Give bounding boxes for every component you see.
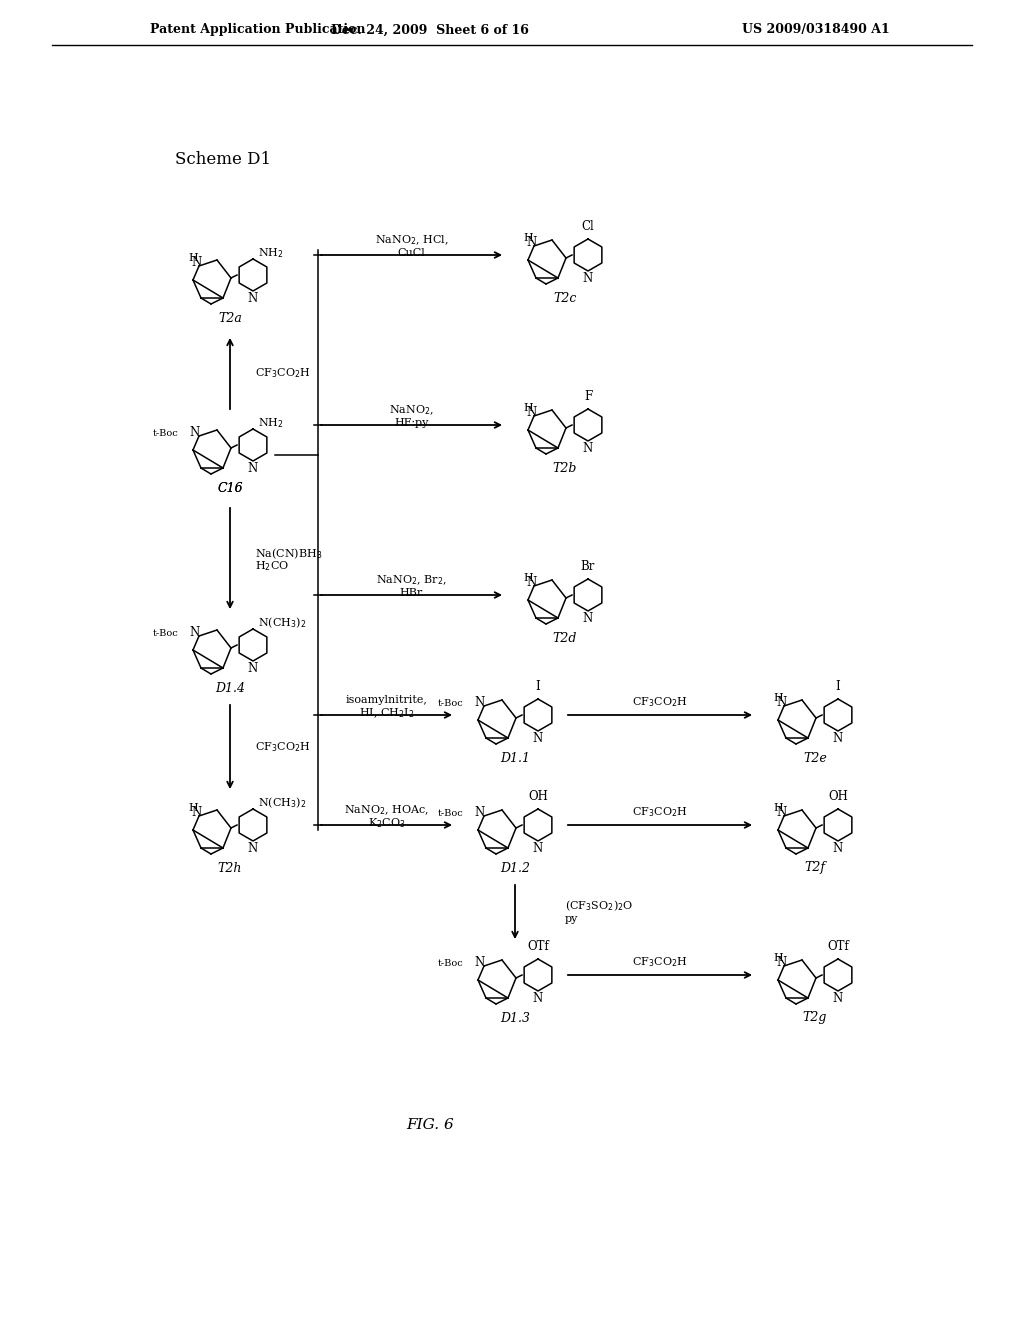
Text: T2f: T2f [805,862,825,874]
Text: N: N [191,805,202,818]
Text: T2h: T2h [218,862,243,874]
Text: CF$_3$CO$_2$H: CF$_3$CO$_2$H [632,956,688,969]
Text: t-Boc: t-Boc [154,429,179,438]
Text: US 2009/0318490 A1: US 2009/0318490 A1 [742,24,890,37]
Text: N: N [833,991,843,1005]
Text: N: N [532,991,543,1005]
Text: py: py [565,913,579,924]
Text: F: F [584,391,592,404]
Text: Dec. 24, 2009  Sheet 6 of 16: Dec. 24, 2009 Sheet 6 of 16 [331,24,529,37]
Text: C16: C16 [217,482,243,495]
Text: H: H [773,953,783,964]
Text: H: H [523,403,532,413]
Text: NH$_2$: NH$_2$ [258,416,284,430]
Text: N: N [475,956,485,969]
Text: N: N [527,576,538,589]
Text: NH$_2$: NH$_2$ [258,246,284,260]
Text: N: N [248,462,258,474]
Text: OTf: OTf [827,940,849,953]
Text: D1.2: D1.2 [500,862,530,874]
Text: H: H [523,573,532,583]
Text: H: H [773,803,783,813]
Text: H: H [188,253,198,263]
Text: NaNO$_2$, Br$_2$,: NaNO$_2$, Br$_2$, [376,573,446,587]
Text: Br: Br [581,561,595,573]
Text: N: N [777,805,787,818]
Text: t-Boc: t-Boc [438,809,464,818]
Text: N: N [248,661,258,675]
Text: C16: C16 [217,482,243,495]
Text: N: N [777,696,787,709]
Text: N: N [189,425,200,438]
Text: N: N [833,731,843,744]
Text: N: N [532,731,543,744]
Text: N: N [248,842,258,854]
Text: D1.1: D1.1 [500,751,530,764]
Text: HF·py: HF·py [394,418,429,428]
Text: T2g: T2g [803,1011,827,1024]
Text: CF$_3$CO$_2$H: CF$_3$CO$_2$H [255,367,310,380]
Text: N: N [475,805,485,818]
Text: N(CH$_3$)$_2$: N(CH$_3$)$_2$ [258,796,306,810]
Text: Cl: Cl [582,220,594,234]
Text: H: H [773,693,783,704]
Text: FIG. 6: FIG. 6 [407,1118,454,1133]
Text: t-Boc: t-Boc [438,960,464,969]
Text: N: N [189,626,200,639]
Text: Na(CN)BH$_3$: Na(CN)BH$_3$ [255,546,323,561]
Text: N: N [777,956,787,969]
Text: NaNO$_2$, HOAc,: NaNO$_2$, HOAc, [344,803,429,817]
Text: (CF$_3$SO$_2$)$_2$O: (CF$_3$SO$_2$)$_2$O [565,899,633,913]
Text: N(CH$_3$)$_2$: N(CH$_3$)$_2$ [258,615,306,630]
Text: Patent Application Publication: Patent Application Publication [150,24,366,37]
Text: HBr: HBr [400,587,423,598]
Text: N: N [475,696,485,709]
Text: CF$_3$CO$_2$H: CF$_3$CO$_2$H [632,805,688,818]
Text: T2a: T2a [218,312,242,325]
Text: I: I [836,681,841,693]
Text: H: H [188,803,198,813]
Text: D1.3: D1.3 [500,1011,530,1024]
Text: OH: OH [528,791,548,804]
Text: NaNO$_2$,: NaNO$_2$, [389,403,434,417]
Text: H: H [523,234,532,243]
Text: N: N [583,441,593,454]
Text: CF$_3$CO$_2$H: CF$_3$CO$_2$H [255,741,310,754]
Text: OTf: OTf [527,940,549,953]
Text: N: N [527,235,538,248]
Text: N: N [532,842,543,854]
Text: T2b: T2b [553,462,578,474]
Text: CuCl: CuCl [397,248,425,257]
Text: N: N [833,842,843,854]
Text: CF$_3$CO$_2$H: CF$_3$CO$_2$H [632,696,688,709]
Text: H$_2$CO: H$_2$CO [255,560,289,573]
Text: NaNO$_2$, HCl,: NaNO$_2$, HCl, [375,234,449,247]
Text: K$_2$CO$_3$: K$_2$CO$_3$ [368,816,406,830]
Text: HI, CH$_2$I$_2$: HI, CH$_2$I$_2$ [358,706,414,719]
Text: N: N [248,292,258,305]
Text: T2d: T2d [553,631,578,644]
Text: Scheme D1: Scheme D1 [175,152,271,169]
Text: t-Boc: t-Boc [154,630,179,639]
Text: isoamylnitrite,: isoamylnitrite, [345,696,427,705]
Text: T2c: T2c [553,292,577,305]
Text: OH: OH [828,791,848,804]
Text: N: N [527,405,538,418]
Text: T2e: T2e [803,751,826,764]
Text: D1.4: D1.4 [215,681,245,694]
Text: N: N [583,272,593,285]
Text: I: I [536,681,541,693]
Text: N: N [191,256,202,268]
Text: t-Boc: t-Boc [438,700,464,709]
Text: N: N [583,611,593,624]
